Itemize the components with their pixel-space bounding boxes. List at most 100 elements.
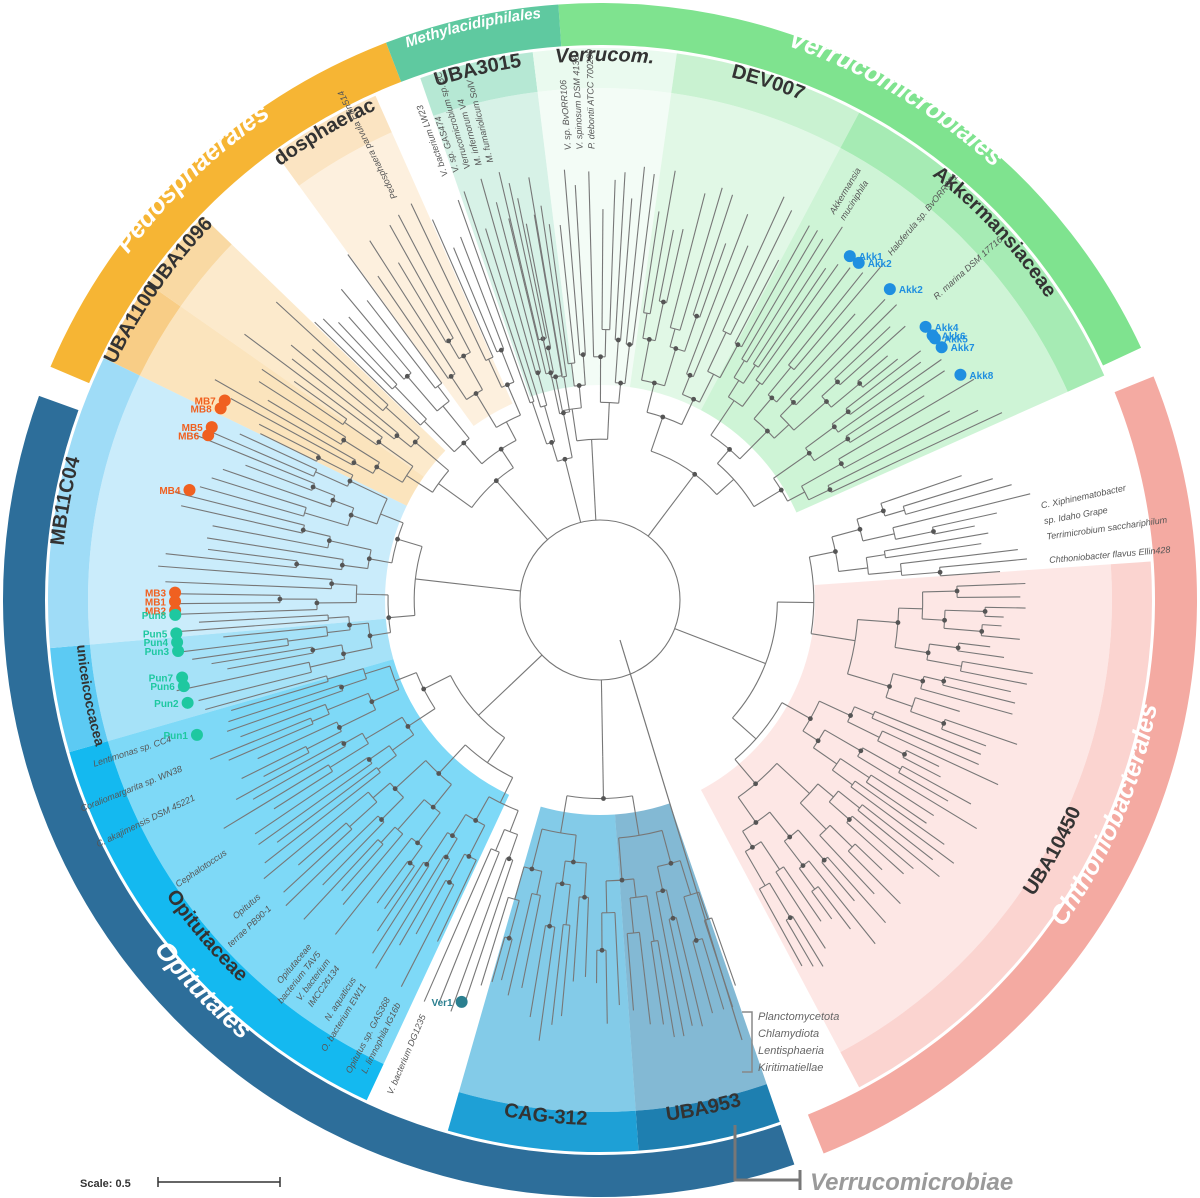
tree-radial-branch	[463, 442, 483, 465]
outgroup-label-1: Planctomycetota	[758, 1011, 839, 1023]
tree-tip-branch	[643, 211, 660, 313]
tree-tip-branch	[181, 505, 303, 534]
tree-radial-branch	[380, 513, 404, 524]
tree-radial-branch	[654, 301, 664, 341]
tree-node	[982, 609, 988, 614]
tree-clade-stem	[509, 496, 548, 540]
tree-radial-branch	[830, 383, 861, 408]
tree-tip-branch	[701, 938, 725, 1010]
tree-arc-branch	[921, 591, 924, 619]
tree-tip-branch	[734, 259, 780, 344]
tree-radial-branch	[710, 400, 735, 436]
tree-tip-branch	[341, 843, 384, 892]
tree-radial-branch	[733, 360, 745, 378]
genome-marker-label: Ver1	[431, 998, 453, 1009]
tree-radial-branch	[828, 801, 850, 820]
tree-node	[941, 678, 947, 684]
tree-node	[562, 456, 568, 462]
tree-tip-branch	[649, 170, 676, 314]
tree-radial-branch	[922, 590, 958, 593]
tree-node	[668, 860, 674, 866]
tree-node	[902, 751, 907, 757]
tree-node	[846, 817, 852, 822]
tree-radial-branch	[779, 401, 794, 417]
tree-tip-branch	[338, 322, 398, 385]
tree-tip-branch	[165, 581, 332, 590]
tree-radial-branch	[838, 790, 860, 809]
tree-radial-branch	[719, 344, 739, 378]
tree-tip-branch	[892, 493, 1031, 529]
tree-tip-branch	[198, 671, 312, 702]
tree-radial-branch	[371, 689, 400, 703]
tree-tip-branch	[206, 537, 344, 560]
tree-node	[392, 786, 398, 792]
tree-tip-branch	[808, 860, 876, 945]
genome-marker-label: Akk4	[935, 323, 959, 334]
tree-node	[461, 353, 467, 359]
tree-tip-branch	[551, 924, 564, 1025]
tree-arc-branch	[734, 702, 783, 760]
genome-marker-dot	[172, 645, 185, 658]
tree-radial-branch	[394, 385, 427, 420]
tree-radial-branch	[646, 895, 655, 942]
tree-tip-branch	[212, 525, 328, 549]
tree-radial-branch	[776, 762, 810, 794]
tree-radial-branch	[562, 412, 573, 458]
tree-tip-branch	[874, 710, 982, 755]
tree-radial-branch	[423, 675, 451, 690]
tree-node	[848, 713, 853, 718]
tree-radial-branch	[769, 811, 791, 838]
tree-tip-branch	[410, 203, 487, 361]
tree-tip-branch	[941, 728, 987, 747]
tree-node	[750, 844, 755, 850]
tree-tip-branch	[821, 861, 855, 902]
tree-radial-branch	[716, 449, 730, 464]
tree-radial-branch	[432, 784, 452, 808]
tree-tip-branch	[902, 756, 941, 778]
tree-radial-branch	[922, 618, 945, 621]
taxon-label: C. Xiphinematobacter	[1040, 483, 1128, 511]
tree-node	[376, 439, 382, 445]
tree-arc-branch	[710, 434, 741, 460]
tree-node	[858, 748, 864, 754]
tree-node	[450, 833, 455, 839]
tree-tip-branch	[692, 194, 734, 316]
tree-node	[791, 399, 796, 405]
tree-tip-branch	[638, 932, 651, 1025]
tree-node	[506, 856, 512, 862]
tree-tip-branch	[785, 919, 814, 967]
tree-node	[925, 650, 931, 656]
family-band-uba10450	[840, 561, 1152, 1088]
genome-marker-dot	[883, 283, 896, 296]
tree-node	[506, 935, 512, 941]
tree-node	[498, 347, 504, 353]
tree-radial-branch	[442, 405, 470, 439]
tree-radial-branch	[739, 430, 768, 460]
tree-tip-branch	[263, 791, 369, 880]
tree-tip-branch	[245, 464, 312, 491]
tree-node	[505, 382, 510, 388]
tree-radial-branch	[327, 692, 369, 711]
tree-radial-branch	[426, 832, 449, 865]
tree-tip-branch	[223, 626, 327, 638]
tree-radial-branch	[831, 411, 849, 425]
tree-radial-branch	[563, 376, 571, 412]
tree-arc-branch	[481, 439, 517, 465]
order-band-opitutales	[2, 395, 795, 1197]
tree-radial-branch	[838, 567, 868, 572]
genome-marker-dot	[202, 429, 215, 442]
tree-tip-branch	[485, 228, 542, 408]
tree-radial-branch	[894, 646, 929, 654]
tree-radial-branch	[312, 644, 342, 651]
tree-radial-branch	[380, 826, 396, 843]
tree-arc-branch	[732, 602, 778, 719]
tree-node	[769, 395, 775, 401]
tree-clade-stem	[647, 489, 684, 537]
tree-radial-branch	[407, 708, 436, 727]
tree-node	[386, 615, 392, 621]
tree-tip-branch	[882, 730, 999, 786]
tree-radial-branch	[450, 376, 468, 400]
tree-node	[920, 678, 926, 684]
tree-root-arc	[519, 519, 681, 681]
